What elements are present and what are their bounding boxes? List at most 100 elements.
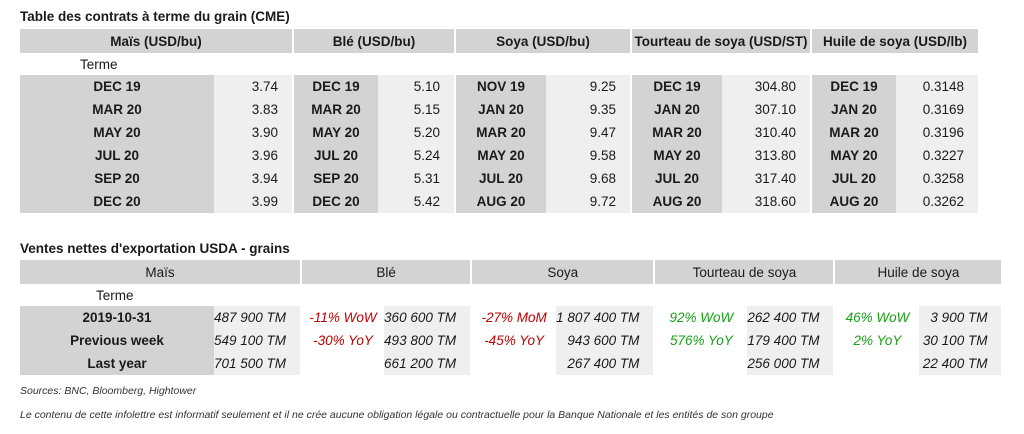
- exp-header-tourteau: Tourteau de soya: [655, 260, 836, 284]
- contract-price: 5.15: [378, 98, 456, 121]
- exports-row: 2019-10-31 487 900 TM -11% WoW 360 600 TM -2…: [20, 306, 1002, 329]
- contract-price: 0.3169: [896, 98, 978, 121]
- contract-price: 304.80: [722, 75, 812, 98]
- contract-month: JUL 20: [812, 167, 896, 190]
- futures-header-row: Maïs (USD/bu) Blé (USD/bu) Soya (USD/bu)…: [20, 29, 978, 53]
- export-value: 30 100 TM: [919, 329, 1002, 352]
- exports-title: Ventes nettes d'exportation USDA - grain…: [20, 241, 290, 256]
- contract-month: MAY 20: [812, 144, 896, 167]
- header-mais: Maïs (USD/bu): [20, 29, 294, 53]
- contract-month: SEP 20: [294, 167, 378, 190]
- contract-month: NOV 19: [456, 75, 546, 98]
- contract-price: 5.10: [378, 75, 456, 98]
- exports-table: Maïs Blé Soya Tourteau de soya Huile de …: [20, 260, 1002, 375]
- contract-price: 0.3262: [896, 190, 978, 213]
- change-value: -27% MoM: [472, 306, 557, 329]
- contract-price: 9.58: [546, 144, 632, 167]
- exports-row: Last year 701 500 TM 661 200 TM 267 400 TM 2…: [20, 352, 1002, 375]
- contract-price: 3.94: [214, 167, 294, 190]
- header-soya: Soya (USD/bu): [456, 29, 632, 53]
- contract-month: DEC 19: [294, 75, 378, 98]
- contract-month: MAY 20: [294, 121, 378, 144]
- contract-price: 9.68: [546, 167, 632, 190]
- export-value: 1 807 400 TM: [556, 306, 656, 329]
- contract-month: DEC 20: [20, 190, 214, 213]
- futures-table: Maïs (USD/bu) Blé (USD/bu) Soya (USD/bu)…: [20, 29, 978, 213]
- exports-header-row: Maïs Blé Soya Tourteau de soya Huile de …: [20, 260, 1002, 284]
- contract-price: 3.99: [214, 190, 294, 213]
- contract-month: DEC 19: [20, 75, 214, 98]
- sources-note: Sources: BNC, Bloomberg, Hightower: [20, 385, 197, 397]
- contract-price: 0.3196: [896, 121, 978, 144]
- contract-month: AUG 20: [632, 190, 722, 213]
- contract-price: 0.3258: [896, 167, 978, 190]
- export-value: 661 200 TM: [384, 352, 473, 375]
- change-value: -30% YoY: [302, 329, 385, 352]
- header-huile: Huile de soya (USD/lb): [812, 29, 978, 53]
- futures-row: DEC 20 3.99 DEC 20 5.42 AUG 20 9.72 AUG 20 318.…: [20, 190, 978, 213]
- futures-row: DEC 19 3.74 DEC 19 5.10 NOV 19 9.25 DEC 19 304.…: [20, 75, 978, 98]
- contract-month: JAN 20: [456, 98, 546, 121]
- contract-month: JUL 20: [456, 167, 546, 190]
- row-label: 2019-10-31: [20, 306, 214, 329]
- export-value: 360 600 TM: [384, 306, 473, 329]
- contract-price: 9.35: [546, 98, 632, 121]
- change-value: [472, 352, 557, 375]
- exp-header-ble: Blé: [302, 260, 473, 284]
- contract-month: MAR 20: [632, 121, 722, 144]
- change-value: -45% YoY: [472, 329, 557, 352]
- contract-month: JUL 20: [632, 167, 722, 190]
- contract-month: AUG 20: [812, 190, 896, 213]
- contract-month: MAR 20: [294, 98, 378, 121]
- contract-price: 9.47: [546, 121, 632, 144]
- contract-price: 5.20: [378, 121, 456, 144]
- contract-month: JAN 20: [812, 98, 896, 121]
- contract-month: MAY 20: [632, 144, 722, 167]
- contract-month: MAR 20: [812, 121, 896, 144]
- contract-month: MAR 20: [456, 121, 546, 144]
- contract-month: JUL 20: [20, 144, 214, 167]
- futures-row: JUL 20 3.96 JUL 20 5.24 MAY 20 9.58 MAY 20 313.…: [20, 144, 978, 167]
- header-tourteau: Tourteau de soya (USD/ST): [632, 29, 812, 53]
- contract-month: DEC 19: [632, 75, 722, 98]
- change-value: [655, 352, 748, 375]
- contract-price: 318.60: [722, 190, 812, 213]
- contract-price: 5.24: [378, 144, 456, 167]
- contract-month: JAN 20: [632, 98, 722, 121]
- contract-price: 313.80: [722, 144, 812, 167]
- change-value: 92% WoW: [655, 306, 748, 329]
- change-value: 2% YoY: [835, 329, 920, 352]
- terme-label: Terme: [80, 56, 118, 72]
- contract-price: 0.3227: [896, 144, 978, 167]
- contract-month: JUL 20: [294, 144, 378, 167]
- export-value: 179 400 TM: [747, 329, 836, 352]
- change-value: -11% WoW: [302, 306, 385, 329]
- contract-price: 9.72: [546, 190, 632, 213]
- row-label: Previous week: [20, 329, 214, 352]
- contract-price: 9.25: [546, 75, 632, 98]
- exp-header-soya: Soya: [472, 260, 656, 284]
- exp-header-huile: Huile de soya: [835, 260, 1002, 284]
- change-value: [302, 352, 385, 375]
- futures-row: MAY 20 3.90 MAY 20 5.20 MAR 20 9.47 MAR 20 310.…: [20, 121, 978, 144]
- contract-month: MAY 20: [456, 144, 546, 167]
- contract-month: MAY 20: [20, 121, 214, 144]
- futures-title: Table des contrats à terme du grain (CME…: [20, 9, 290, 24]
- export-value: 493 800 TM: [384, 329, 473, 352]
- exp-header-mais: Maïs: [20, 260, 303, 284]
- contract-month: SEP 20: [20, 167, 214, 190]
- change-value: [835, 352, 920, 375]
- contract-price: 310.40: [722, 121, 812, 144]
- contract-month: AUG 20: [456, 190, 546, 213]
- contract-price: 0.3148: [896, 75, 978, 98]
- export-value: 267 400 TM: [556, 352, 656, 375]
- export-value: 262 400 TM: [747, 306, 836, 329]
- contract-price: 5.42: [378, 190, 456, 213]
- export-value: 701 500 TM: [214, 352, 303, 375]
- change-value: 46% WoW: [835, 306, 920, 329]
- contract-price: 3.90: [214, 121, 294, 144]
- export-value: 256 000 TM: [747, 352, 836, 375]
- contract-month: MAR 20: [20, 98, 214, 121]
- header-ble: Blé (USD/bu): [294, 29, 456, 53]
- export-value: 487 900 TM: [214, 306, 303, 329]
